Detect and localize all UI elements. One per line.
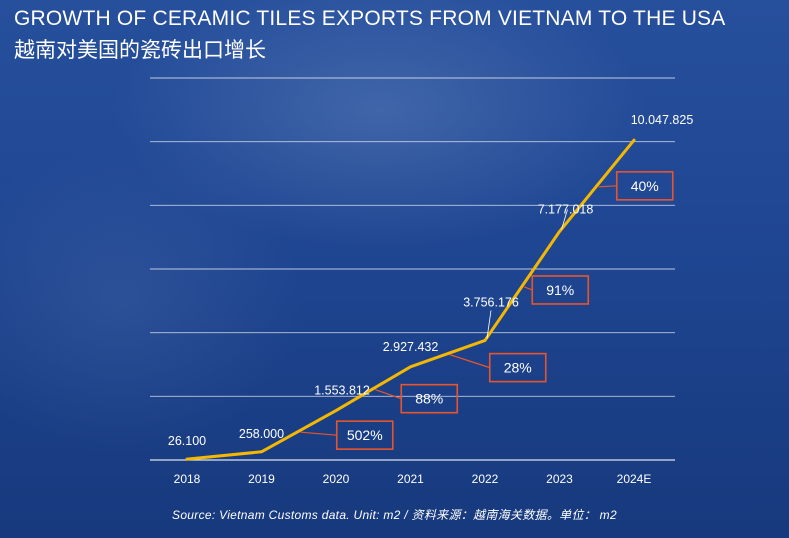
growth-pointer-line [300, 431, 337, 436]
growth-label: 91% [546, 282, 574, 298]
label-leader-line [486, 310, 492, 339]
x-tick-label: 2022 [472, 472, 499, 486]
growth-box [488, 352, 547, 383]
x-tick-label: 2024E [617, 472, 652, 486]
x-tick-label: 2020 [323, 472, 350, 486]
data-label: 258.000 [239, 427, 284, 441]
data-label: 10.047.825 [631, 113, 694, 127]
x-tick-label: 2019 [248, 472, 275, 486]
growth-pointer-line [449, 354, 490, 369]
label-leader-line [561, 209, 568, 230]
growth-box [615, 171, 674, 201]
data-label: 1.553.812 [314, 384, 370, 398]
growth-pointer-line [598, 185, 617, 188]
source-note: Source: Vietnam Customs data. Unit: m2 /… [172, 508, 617, 522]
x-tick-label: 2018 [174, 472, 201, 486]
data-label: 2.927.432 [383, 340, 439, 354]
x-tick-label: 2021 [397, 472, 424, 486]
series-line [185, 138, 636, 461]
growth-label: 40% [631, 178, 659, 194]
chart-subtitle: 越南对美国的瓷砖出口增长 [14, 39, 266, 62]
chart-title: GROWTH OF CERAMIC TILES EXPORTS FROM VIE… [14, 7, 726, 30]
growth-box [400, 383, 459, 414]
x-tick-label: 2023 [546, 472, 573, 486]
growth-box [335, 420, 394, 450]
growth-label: 28% [504, 360, 532, 376]
growth-pointer-line [524, 286, 533, 291]
growth-label: 88% [415, 391, 443, 407]
data-label: 26.100 [168, 434, 206, 448]
growth-pointer-line [375, 389, 402, 400]
growth-label: 502% [347, 427, 383, 443]
data-label: 7.177.018 [538, 203, 594, 217]
growth-box [531, 275, 590, 305]
data-label: 3.756.176 [463, 295, 519, 309]
